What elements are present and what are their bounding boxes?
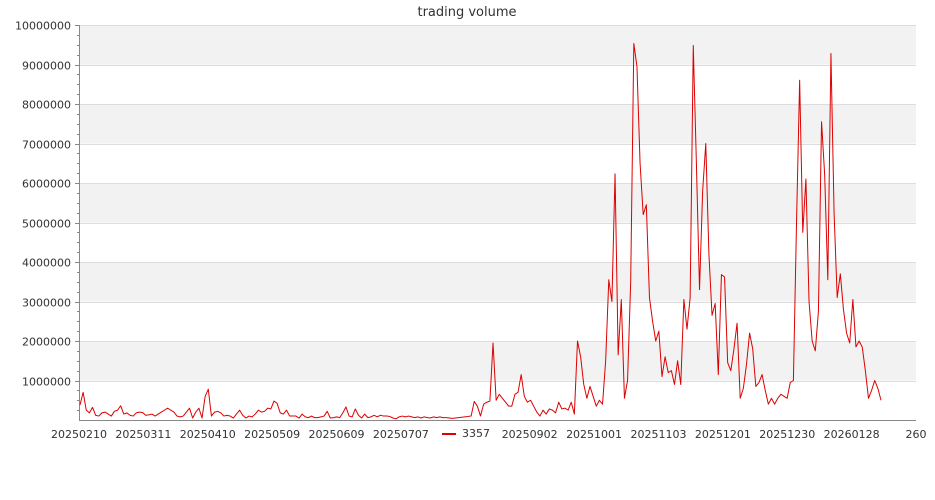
x-tick-label: 20250311 bbox=[115, 428, 171, 441]
plot-bands bbox=[79, 25, 916, 381]
x-axis-ticks: 20250210 20250311 20250410 20250509 20250609… bbox=[51, 428, 927, 441]
plot-band bbox=[79, 183, 916, 223]
y-tick-label: 2000000 bbox=[22, 336, 71, 349]
y-tick-label: 1000000 bbox=[22, 376, 71, 389]
y-tick-label: 7000000 bbox=[22, 139, 71, 152]
x-tick-label: 20250509 bbox=[244, 428, 300, 441]
plot-band bbox=[79, 25, 916, 65]
x-tick-label: 20250410 bbox=[180, 428, 236, 441]
x-tick-label: 20250902 bbox=[502, 428, 558, 441]
y-tick-label: 6000000 bbox=[22, 178, 71, 191]
x-tick-label: 20251103 bbox=[630, 428, 686, 441]
x-tick-label: 20250210 bbox=[51, 428, 107, 441]
plot-band bbox=[79, 104, 916, 144]
y-tick-label: 3000000 bbox=[22, 297, 71, 310]
plot-band bbox=[79, 341, 916, 381]
chart-title: trading volume bbox=[417, 5, 516, 20]
x-tick-label: 20250609 bbox=[309, 428, 365, 441]
y-tick-label: 8000000 bbox=[22, 99, 71, 112]
y-tick-label: 5000000 bbox=[22, 218, 71, 231]
x-tick-label: 20250707 bbox=[373, 428, 429, 441]
legend-label: 3357 bbox=[462, 427, 490, 440]
x-tick-label: 260 bbox=[906, 428, 927, 441]
series-line-3357 bbox=[79, 43, 882, 420]
x-tick-label: 20251230 bbox=[759, 428, 815, 441]
y-tick-label: 10000000 bbox=[15, 20, 71, 33]
y-axis-ticks: 1000000 2000000 3000000 4000000 5000000 60000… bbox=[15, 20, 79, 411]
x-tick-label: 20251001 bbox=[566, 428, 622, 441]
legend: 3357 bbox=[442, 427, 490, 440]
y-tick-label: 9000000 bbox=[22, 60, 71, 73]
gridlines bbox=[79, 25, 916, 382]
y-tick-label: 4000000 bbox=[22, 257, 71, 270]
plot-band bbox=[79, 262, 916, 302]
x-tick-label: 20251201 bbox=[695, 428, 751, 441]
x-tick-label: 20260128 bbox=[824, 428, 880, 441]
